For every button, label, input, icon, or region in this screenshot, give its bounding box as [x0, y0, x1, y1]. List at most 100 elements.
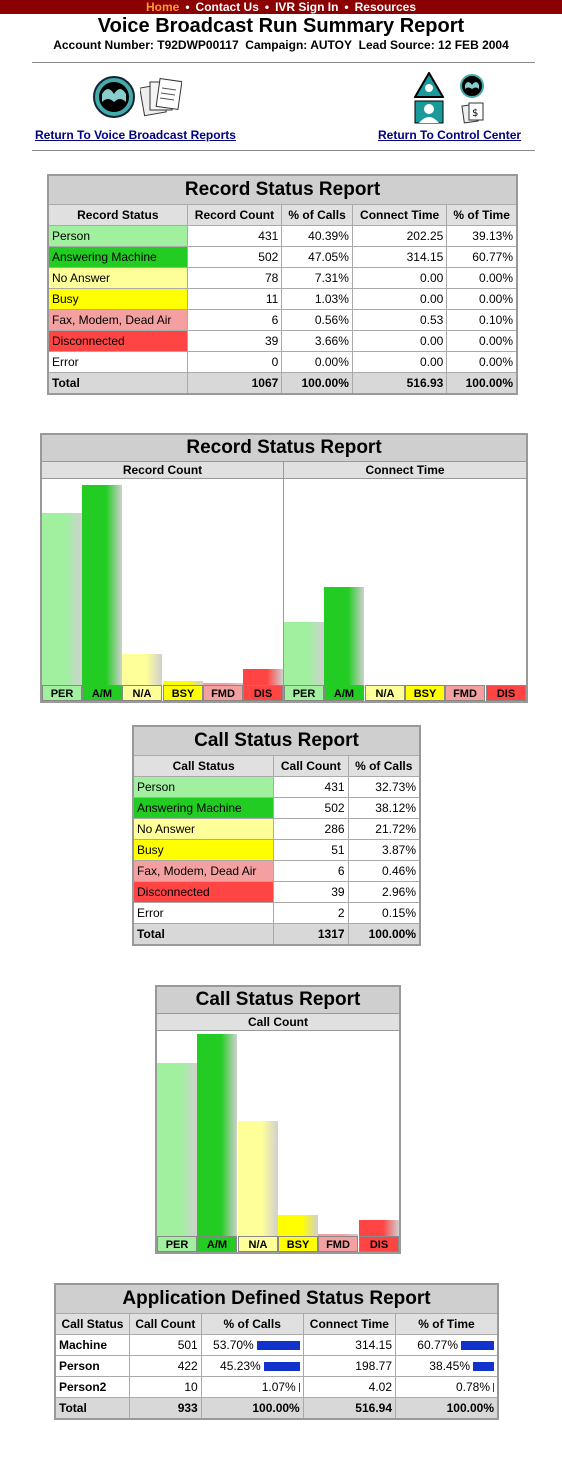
table-cell: 0 [186, 351, 283, 373]
nav-link-resources[interactable]: Resources [354, 0, 416, 14]
account-label: Account Number: [53, 38, 154, 52]
table-cell: Error [47, 351, 188, 373]
table-cell: 0.00% [446, 351, 518, 373]
reports-documents-icon[interactable] [139, 78, 183, 123]
account-number: T92DWP00117 [157, 38, 239, 52]
record-status-table: Record Status Report Record Status Record… [47, 174, 518, 395]
table-cell: 39 [273, 881, 349, 903]
table-cell: 314.15 [302, 1334, 397, 1356]
nav-separator: • [344, 0, 349, 14]
user-profile-icon[interactable] [414, 100, 444, 129]
bar-bsy [163, 681, 203, 685]
table-row: No Answer 286 21.72% [132, 818, 421, 840]
table-cell: 202.25 [351, 225, 448, 247]
table-cell: 2 [273, 902, 349, 924]
bar-na [238, 1121, 278, 1236]
table-cell: 0.10% [446, 309, 518, 331]
billing-documents-icon[interactable]: $ [461, 102, 485, 129]
table-cell: 3.87% [347, 839, 421, 861]
table-cell: 1.03% [281, 288, 353, 310]
table-row: No Answer 78 7.31% 0.00 0.00% [47, 267, 518, 289]
table-cell: 100.00% [200, 1397, 304, 1420]
nav-link-ivr-sign-in[interactable]: IVR Sign In [275, 0, 339, 14]
table-cell: 516.93 [351, 372, 448, 395]
table-cell: 3.66% [281, 330, 353, 352]
control-center-icon[interactable] [413, 71, 445, 103]
percent-text: 53.70% [213, 1338, 254, 1352]
table-cell: 47.05% [281, 246, 353, 268]
category-label: DIS [359, 1236, 399, 1252]
table-cell: 6 [273, 860, 349, 882]
category-label: BSY [405, 685, 445, 701]
column-header: Call Status [132, 755, 275, 777]
nav-link-contact-us[interactable]: Contact Us [195, 0, 259, 14]
call-count-panel-title: Call Count [157, 1014, 399, 1031]
category-label: FMD [203, 685, 243, 701]
table-cell: Person [47, 225, 188, 247]
table-row: Person2 10 1.07% 4.02 0.78% [54, 1376, 499, 1398]
column-header: Record Status [47, 204, 188, 226]
top-nav-bar: Home • Contact Us • IVR Sign In • Resources [0, 0, 562, 14]
table-cell: 39.13% [446, 225, 518, 247]
lead-source-label: Lead Source: [358, 38, 435, 52]
column-header: % of Time [395, 1313, 499, 1335]
percent-text: 45.23% [220, 1359, 261, 1373]
table-cell: 286 [273, 818, 349, 840]
table-cell: 100.00% [281, 372, 353, 395]
table-cell: Disconnected [47, 330, 188, 352]
table-cell: 4.02 [302, 1376, 397, 1398]
column-header: Call Status [54, 1313, 130, 1335]
table-cell: 10 [128, 1376, 202, 1398]
percent-bar [263, 1362, 300, 1372]
page-title: Voice Broadcast Run Summary Report [97, 15, 465, 37]
bar-am [197, 1034, 237, 1236]
table-cell: 933 [128, 1397, 202, 1420]
table-cell: 32.73% [347, 776, 421, 798]
table-row: Fax, Modem, Dead Air 6 0.56% 0.53 0.10% [47, 309, 518, 331]
column-header: % of Time [446, 204, 518, 226]
table-cell: 1067 [186, 372, 283, 395]
table-row: Answering Machine 502 47.05% 314.15 60.77% [47, 246, 518, 268]
application-status-table: Application Defined Status Report Call S… [54, 1283, 499, 1420]
return-to-reports-link[interactable]: Return To Voice Broadcast Reports [35, 128, 236, 142]
column-header: % of Calls [347, 755, 421, 777]
divider [32, 62, 535, 63]
campaign-label: Campaign: [245, 38, 308, 52]
connect-time-panel-title: Connect Time [284, 462, 526, 479]
table-cell: 0.53 [351, 309, 448, 331]
column-header: Connect Time [351, 204, 448, 226]
table-cell: 502 [186, 246, 283, 268]
bar-per [157, 1063, 197, 1236]
percent-text: 1.07% [261, 1380, 296, 1394]
return-to-control-center-link[interactable]: Return To Control Center [378, 128, 522, 142]
bar-am [82, 485, 122, 685]
table-cell: 0.00% [446, 288, 518, 310]
category-label: A/M [82, 685, 122, 701]
category-label: A/M [324, 685, 364, 701]
record-status-title: Record Status Report [47, 174, 518, 205]
table-cell: 198.77 [302, 1355, 397, 1377]
table-cell: Busy [47, 288, 188, 310]
table-cell: 0.56% [281, 309, 353, 331]
table-cell: 60.77% [395, 1334, 499, 1356]
table-cell: 78 [186, 267, 283, 289]
connect-time-panel: Connect Time PER A/M N/A BSY FMD DIS [284, 462, 526, 701]
record-status-chart: Record Status Report Record Count PER A/M… [40, 433, 528, 703]
table-cell: No Answer [132, 818, 275, 840]
table-row: Disconnected 39 3.66% 0.00 0.00% [47, 330, 518, 352]
bar-dis [359, 1220, 399, 1236]
table-cell: Disconnected [132, 881, 275, 903]
table-cell: 2.96% [347, 881, 421, 903]
voice-broadcast-icon[interactable] [92, 76, 136, 123]
table-cell: 51 [273, 839, 349, 861]
table-cell: 431 [186, 225, 283, 247]
table-cell: 1317 [273, 923, 349, 946]
call-status-chart: Call Status Report Call Count PER A/M N/A B… [155, 985, 401, 1254]
table-cell: 100.00% [395, 1397, 499, 1420]
table-cell: 100.00% [347, 923, 421, 946]
table-cell: No Answer [47, 267, 188, 289]
nav-link-home[interactable]: Home [145, 0, 180, 14]
call-status-chart-title: Call Status Report [157, 987, 399, 1014]
table-cell: 0.00 [351, 330, 448, 352]
phone-globe-icon[interactable] [459, 74, 485, 103]
